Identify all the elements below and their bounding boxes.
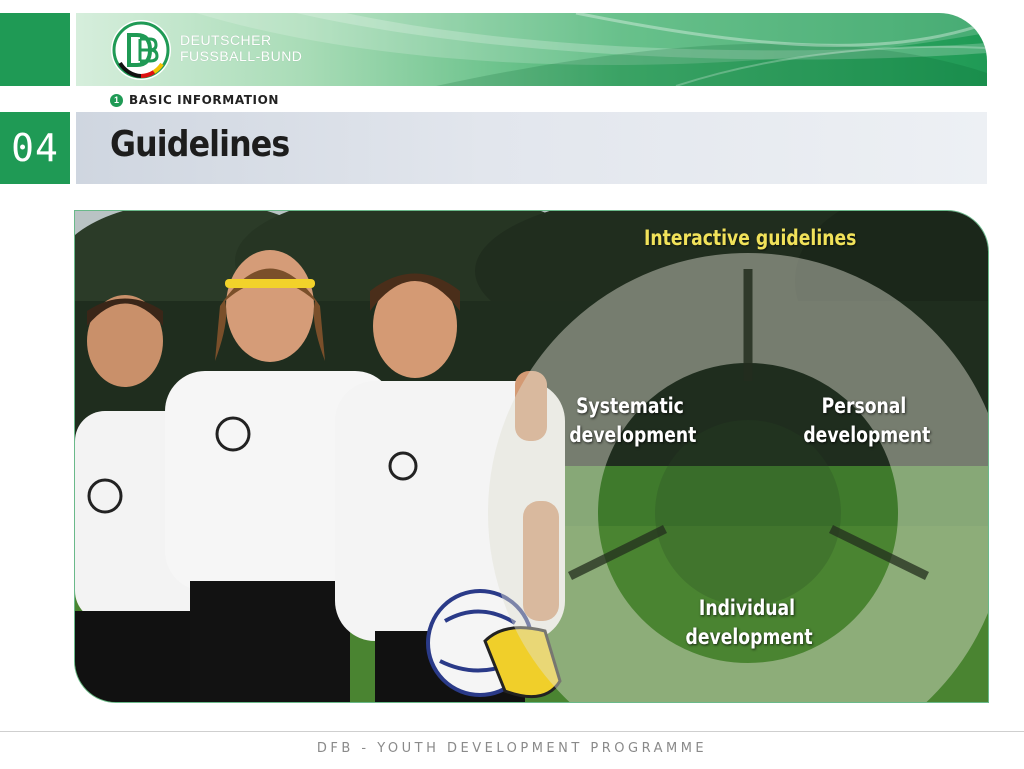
segment-systematic-development[interactable]: Systematic development (569, 392, 697, 450)
header-banner (76, 13, 987, 86)
diagram-title: Interactive guidelines (644, 226, 857, 250)
segment-line1: Individual (698, 596, 796, 620)
footer-divider (0, 731, 1024, 732)
segment-individual-development[interactable]: Individual development (685, 594, 813, 652)
segment-line1: Personal (821, 394, 907, 418)
segment-personal-development[interactable]: Personal development (803, 392, 931, 450)
org-name-line1: DEUTSCHER (180, 32, 272, 48)
org-name-line2: FUSSBALL-BUND (180, 48, 303, 64)
banner-swoosh-pattern (196, 13, 987, 86)
section-label: 1 BASIC INFORMATION (110, 91, 279, 109)
org-name: DEUTSCHER FUSSBALL-BUND (180, 32, 302, 64)
segment-line2: development (685, 625, 813, 649)
segment-line2: development (569, 423, 697, 447)
page-title: Guidelines (110, 124, 290, 165)
title-bar (76, 112, 987, 184)
page-number: 04 (0, 112, 70, 184)
section-label-text: BASIC INFORMATION (129, 93, 280, 107)
dfb-logo-icon (111, 20, 171, 80)
section-number-badge: 1 (110, 93, 123, 107)
header-accent-block (0, 13, 70, 86)
guideline-ring (488, 253, 988, 702)
segment-line2: development (803, 423, 931, 447)
team-photo (74, 210, 989, 703)
footer-text: DFB - YOUTH DEVELOPMENT PROGRAMME (316, 741, 708, 756)
photo-illustration (75, 211, 988, 702)
segment-line1: Systematic (576, 394, 684, 418)
